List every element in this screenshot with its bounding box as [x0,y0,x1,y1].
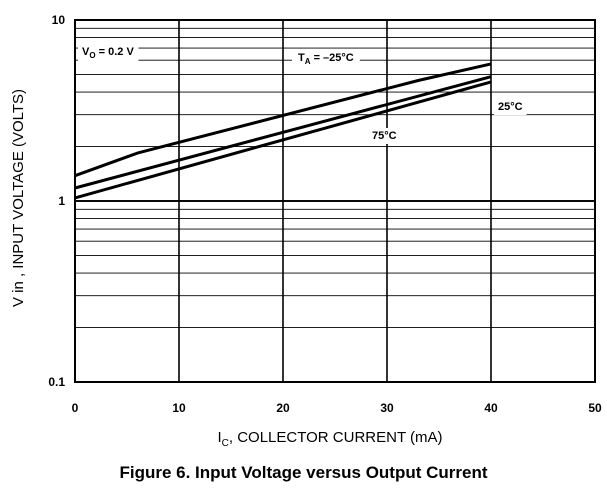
ta-label-main: T [298,52,305,64]
x-tick-label: 40 [484,401,498,415]
ta-label: TA = –25°C [298,52,354,66]
condition-label-sub: O [89,51,95,60]
ta-label-rest: = –25°C [311,52,354,64]
y-axis-title: V in , INPUT VOLTAGE (VOLTS) [10,89,27,307]
condition-label: VO = 0.2 V [82,46,134,60]
x-tick-label: 20 [276,401,290,415]
condition-label-bg [78,44,139,62]
plot-frame [74,19,596,383]
grid [75,20,595,382]
series-group [74,62,492,200]
x-axis-title-sub: C [222,438,229,449]
condition-label-rest: = 0.2 V [96,46,135,58]
x-axis-title-main: I [217,429,221,446]
y-tick-label: 1 [58,194,65,208]
y-tick-label: 10 [52,13,66,27]
series-line-1 [74,75,492,190]
x-axis-title-rest: , COLLECTOR CURRENT (mA) [229,429,443,446]
ta-label-bg [292,50,360,68]
series-line-0 [74,62,492,178]
x-axis-title: IC, COLLECTOR CURRENT (mA) [217,429,442,449]
label-25c-bg [494,99,527,115]
figure-caption: Figure 6. Input Voltage versus Output Cu… [119,463,488,482]
ta-label-sub: A [305,57,311,66]
label-75c: 75°C [372,130,397,142]
series-line-2 [74,80,492,200]
y-tick-label: 0.1 [48,375,65,389]
x-tick-label: 50 [588,401,602,415]
x-tick-label: 30 [380,401,394,415]
tick-labels: 0 10 20 30 40 50 0.1 1 10 [48,13,602,415]
label-75c-bg [368,128,401,144]
label-25c: 25°C [498,101,523,113]
x-tick-label: 10 [172,401,186,415]
condition-label-main: V [82,46,90,58]
x-tick-label: 0 [72,401,79,415]
